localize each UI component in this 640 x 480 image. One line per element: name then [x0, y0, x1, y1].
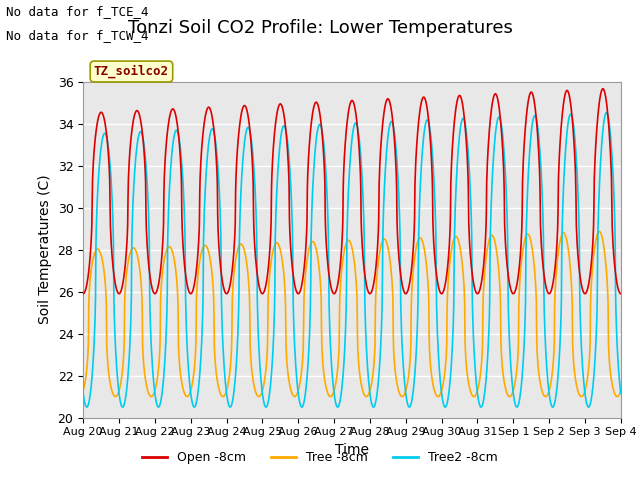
- Open -8cm: [599, 86, 607, 92]
- Tree -8cm: [79, 388, 87, 394]
- Tree2 -8cm: [506, 347, 514, 352]
- Open -8cm: [186, 290, 193, 296]
- Text: No data for f_TCE_4: No data for f_TCE_4: [6, 5, 149, 18]
- Open -8cm: [79, 291, 87, 297]
- Open -8cm: [506, 280, 513, 286]
- Tree -8cm: [199, 245, 207, 251]
- Legend: Open -8cm, Tree -8cm, Tree2 -8cm: Open -8cm, Tree -8cm, Tree2 -8cm: [137, 446, 503, 469]
- Tree2 -8cm: [186, 381, 193, 387]
- Open -8cm: [435, 287, 443, 293]
- Y-axis label: Soil Temperatures (C): Soil Temperatures (C): [38, 175, 52, 324]
- Tree -8cm: [291, 394, 298, 399]
- Text: Tonzi Soil CO2 Profile: Lower Temperatures: Tonzi Soil CO2 Profile: Lower Temperatur…: [127, 19, 513, 37]
- Tree2 -8cm: [259, 394, 267, 400]
- Line: Tree -8cm: Tree -8cm: [83, 231, 621, 396]
- Tree2 -8cm: [79, 391, 87, 396]
- Line: Open -8cm: Open -8cm: [83, 89, 621, 294]
- Tree2 -8cm: [617, 391, 625, 396]
- Open -8cm: [259, 291, 267, 297]
- Tree -8cm: [506, 394, 514, 399]
- Tree -8cm: [596, 228, 604, 234]
- Tree2 -8cm: [406, 404, 413, 410]
- Line: Tree2 -8cm: Tree2 -8cm: [83, 113, 621, 407]
- Text: No data for f_TCW_4: No data for f_TCW_4: [6, 29, 149, 42]
- Tree -8cm: [259, 386, 267, 392]
- Tree2 -8cm: [199, 309, 207, 314]
- Text: TZ_soilco2: TZ_soilco2: [94, 65, 169, 78]
- Tree -8cm: [186, 391, 193, 396]
- Tree2 -8cm: [554, 382, 561, 387]
- Tree -8cm: [617, 388, 625, 394]
- Open -8cm: [553, 241, 561, 247]
- Tree -8cm: [436, 393, 444, 398]
- Tree -8cm: [554, 258, 561, 264]
- Open -8cm: [617, 291, 625, 297]
- Tree2 -8cm: [603, 110, 611, 116]
- Open -8cm: [199, 133, 207, 139]
- Tree2 -8cm: [436, 370, 444, 375]
- X-axis label: Time: Time: [335, 443, 369, 457]
